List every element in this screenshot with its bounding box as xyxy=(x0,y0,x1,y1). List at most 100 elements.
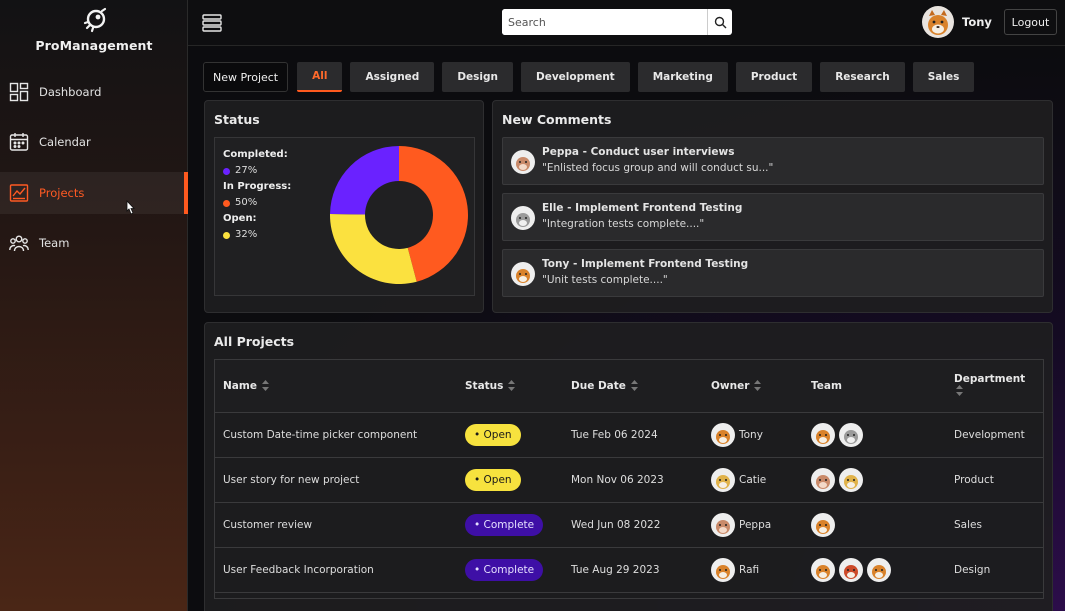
owner-name: Tony xyxy=(739,428,763,441)
user-name: Tony xyxy=(962,15,992,29)
table-row[interactable] xyxy=(215,592,1043,598)
tab-design[interactable]: Design xyxy=(442,62,513,92)
sort-icon xyxy=(956,384,963,396)
sidebar-item-label: Team xyxy=(39,236,70,250)
legend-value-text: 32% xyxy=(235,229,258,240)
comment-item[interactable]: Elle - Implement Frontend Testing "Integ… xyxy=(502,193,1044,241)
status-cell xyxy=(457,592,563,598)
brand-name: ProManagement xyxy=(35,38,153,53)
team-avatars xyxy=(811,422,946,447)
sort-icon xyxy=(508,380,516,392)
sidebar-item-dashboard[interactable]: Dashboard xyxy=(0,71,188,113)
sidebar-item-label: Projects xyxy=(39,186,85,200)
donut-slice-completed xyxy=(330,146,399,215)
avatar xyxy=(511,262,535,286)
column-header-name[interactable]: Name xyxy=(215,360,457,413)
search-input[interactable] xyxy=(502,9,707,35)
comment-title: Elle - Implement Frontend Testing xyxy=(542,202,743,214)
legend-value-text: 50% xyxy=(235,197,258,208)
calendar-icon xyxy=(9,132,29,152)
column-header-department[interactable]: Department xyxy=(946,360,1043,413)
comments-card-title: New Comments xyxy=(502,112,612,127)
legend-dot xyxy=(223,231,230,239)
rocket-logo-icon xyxy=(83,7,107,33)
sidebar-item-team[interactable]: Team xyxy=(0,222,188,264)
legend-dot xyxy=(223,167,230,175)
brand[interactable]: ProManagement xyxy=(0,6,188,53)
comment-item[interactable]: Peppa - Conduct user interviews "Enliste… xyxy=(502,137,1044,185)
department xyxy=(946,592,1043,598)
status-badge: • Complete xyxy=(465,513,544,536)
team-icon xyxy=(9,233,29,253)
team-avatars xyxy=(811,512,946,537)
team-cell xyxy=(803,412,946,458)
column-header-owner[interactable]: Owner xyxy=(703,360,803,413)
main-content: New Project All Assigned Design Developm… xyxy=(189,47,1065,611)
owner-cell xyxy=(703,592,803,598)
legend-open-value: 32% xyxy=(223,227,291,243)
sort-icon xyxy=(630,380,638,392)
department: Development xyxy=(946,412,1043,458)
sidebar-item-projects[interactable]: Projects xyxy=(0,172,188,214)
status-donut-chart xyxy=(330,146,469,284)
tab-research[interactable]: Research xyxy=(820,62,905,92)
projects-chart-icon xyxy=(9,183,29,203)
user-avatar[interactable] xyxy=(922,6,954,38)
owner-cell: Catie xyxy=(703,457,803,503)
column-header-status[interactable]: Status xyxy=(457,360,563,413)
legend-in-progress-value: 50% xyxy=(223,195,291,211)
team-cell xyxy=(803,592,946,598)
tab-all[interactable]: All xyxy=(297,62,343,92)
comment-text: "Enlisted focus group and will conduct s… xyxy=(542,162,774,174)
comment-item[interactable]: Tony - Implement Frontend Testing "Unit … xyxy=(502,249,1044,297)
new-project-button[interactable]: New Project xyxy=(203,62,289,92)
logout-button[interactable]: Logout xyxy=(1004,9,1057,35)
legend-completed-label: Completed: xyxy=(223,149,288,160)
column-header-team: Team xyxy=(803,360,946,413)
sidebar-item-label: Calendar xyxy=(39,135,91,149)
table-row[interactable]: User Feedback Incorporation • Complete T… xyxy=(215,547,1043,593)
project-name: Customer review xyxy=(215,502,457,548)
avatar xyxy=(511,150,535,174)
avatar xyxy=(811,512,835,537)
owner-cell: Rafi xyxy=(703,547,803,593)
tab-marketing[interactable]: Marketing xyxy=(637,62,728,92)
avatar xyxy=(811,467,835,492)
sort-icon xyxy=(261,380,269,392)
department: Product xyxy=(946,457,1043,503)
due-date: Wed Jun 08 2022 xyxy=(563,502,703,548)
status-cell: • Complete xyxy=(457,502,563,548)
avatar xyxy=(811,422,835,447)
project-name xyxy=(215,592,457,598)
table-row[interactable]: Custom Date-time picker component • Open… xyxy=(215,412,1043,458)
table-row[interactable]: Customer review • Complete Wed Jun 08 20… xyxy=(215,502,1043,548)
tab-sales[interactable]: Sales xyxy=(912,62,975,92)
status-chart-panel: Completed: 27% In Progress: 50% Open: 32… xyxy=(214,137,475,296)
column-header-label: Status xyxy=(465,379,504,392)
projects-card: All Projects Name Status Due Date Owner … xyxy=(204,322,1053,611)
tab-product[interactable]: Product xyxy=(735,62,813,92)
sidebar-item-calendar[interactable]: Calendar xyxy=(0,121,188,163)
owner: Peppa xyxy=(711,512,803,537)
tab-assigned[interactable]: Assigned xyxy=(350,62,435,92)
table-row[interactable]: User story for new project • Open Mon No… xyxy=(215,457,1043,503)
column-header-label: Owner xyxy=(711,379,750,392)
owner-cell: Peppa xyxy=(703,502,803,548)
avatar xyxy=(711,557,735,582)
avatar xyxy=(867,557,891,582)
mouse-cursor-icon xyxy=(126,200,135,215)
owner-name: Rafi xyxy=(739,563,760,576)
sidebar-item-label: Dashboard xyxy=(39,85,102,99)
search-button[interactable] xyxy=(707,9,732,35)
department: Sales xyxy=(946,502,1043,548)
avatar xyxy=(839,557,863,582)
column-header-due-date[interactable]: Due Date xyxy=(563,360,703,413)
dashboard-icon xyxy=(9,82,29,102)
tab-development[interactable]: Development xyxy=(521,62,630,92)
column-header-label: Team xyxy=(811,379,842,392)
search-icon xyxy=(714,16,726,28)
status-cell: • Open xyxy=(457,457,563,503)
menu-icon[interactable] xyxy=(202,13,222,33)
comment-title: Tony - Implement Frontend Testing xyxy=(542,258,749,270)
donut-slice-in-progress xyxy=(399,146,469,282)
